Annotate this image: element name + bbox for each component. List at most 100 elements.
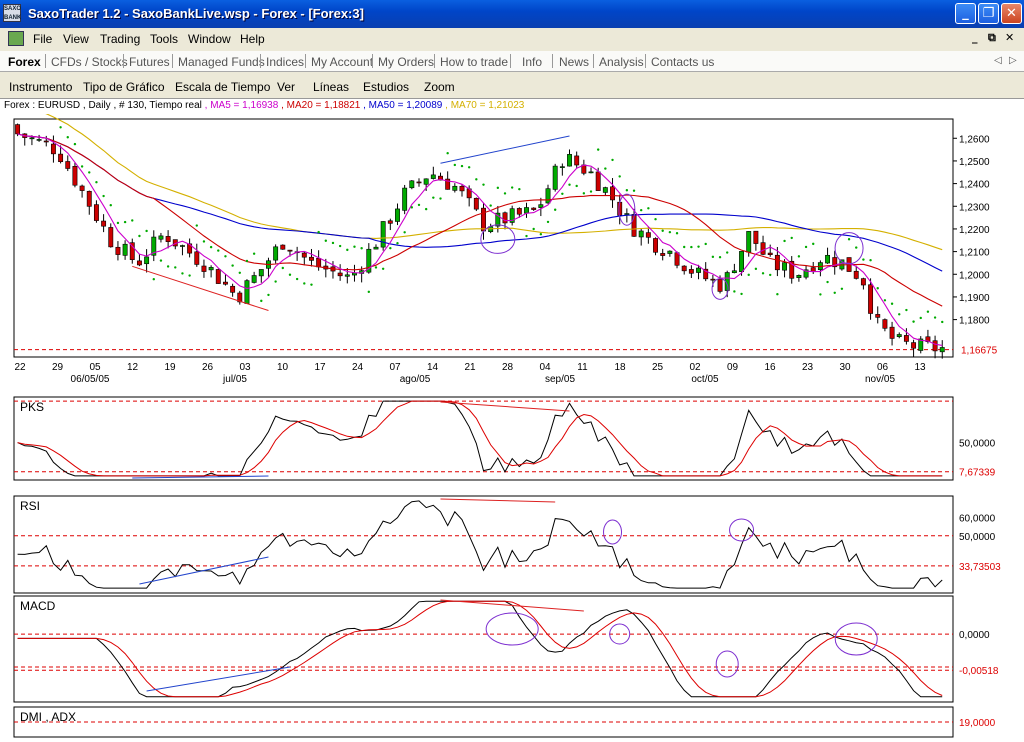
candle bbox=[495, 212, 501, 227]
pks-trendline-down bbox=[440, 401, 570, 412]
sar-dot bbox=[639, 208, 643, 212]
title-bar[interactable]: SAXO BANK SaxoTrader 1.2 - SaxoBankLive.w… bbox=[0, 0, 1024, 28]
candle bbox=[337, 272, 343, 277]
candle bbox=[108, 227, 114, 248]
sar-dot bbox=[769, 273, 772, 277]
last-price-label: 1,16675 bbox=[961, 346, 998, 357]
candle bbox=[452, 185, 458, 191]
x-month-label: nov/05 bbox=[865, 374, 895, 385]
candle bbox=[409, 180, 415, 189]
tab-news[interactable]: News bbox=[559, 55, 590, 69]
candle bbox=[158, 235, 164, 240]
x-month-label: oct/05 bbox=[691, 374, 719, 385]
candle bbox=[273, 246, 279, 261]
candle bbox=[832, 257, 838, 268]
x-month-label: sep/05 bbox=[545, 374, 575, 385]
indicator-annotation-circle bbox=[729, 518, 755, 542]
price-y-tick-label: 1,2500 bbox=[959, 157, 990, 168]
x-day-label: 12 bbox=[127, 362, 139, 373]
tab-futures[interactable]: Futures bbox=[129, 55, 170, 69]
sar-dot bbox=[331, 241, 335, 245]
ma70-line bbox=[45, 114, 943, 251]
sar-dot bbox=[926, 310, 930, 313]
tab-my-orders[interactable]: My Orders bbox=[378, 55, 435, 69]
toolbar-lineas[interactable]: Líneas bbox=[313, 80, 350, 94]
candle bbox=[387, 220, 393, 224]
candle bbox=[258, 269, 264, 277]
candle bbox=[93, 204, 99, 221]
tab-info[interactable]: Info bbox=[522, 55, 543, 69]
candle bbox=[79, 185, 85, 191]
candle bbox=[696, 267, 701, 273]
menu-trading[interactable]: Trading bbox=[100, 32, 141, 46]
sar-dot bbox=[582, 192, 586, 195]
tab-my-account[interactable]: My Account bbox=[311, 55, 374, 69]
sar-dot bbox=[654, 218, 657, 221]
menu-window[interactable]: Window bbox=[188, 32, 231, 46]
sar-dot bbox=[876, 287, 879, 290]
x-day-label: 18 bbox=[614, 362, 626, 373]
document-icon[interactable] bbox=[8, 31, 24, 46]
mdi-close-button[interactable]: ✕ bbox=[1005, 31, 1015, 44]
sar-dot bbox=[217, 249, 220, 252]
toolbar-estudios[interactable]: Estudios bbox=[363, 80, 410, 94]
tab-scroll-left-icon[interactable]: ◁ bbox=[994, 55, 1002, 66]
x-day-label: 29 bbox=[52, 362, 64, 373]
candle bbox=[122, 243, 128, 256]
candle bbox=[638, 230, 644, 238]
mdi-minimize-button[interactable]: _ bbox=[972, 31, 978, 44]
tab-contacts-us[interactable]: Contacts us bbox=[651, 55, 715, 69]
tab-scroll-right-icon[interactable]: ▷ bbox=[1009, 55, 1017, 66]
sar-dot bbox=[252, 252, 256, 255]
indicator-panel-rsi bbox=[13, 495, 954, 594]
sar-dot bbox=[109, 204, 112, 207]
candle bbox=[65, 161, 71, 169]
sar-dot bbox=[726, 251, 729, 254]
chart-window[interactable]: Forex : EURUSD , Daily , # 130, Tiempo r… bbox=[0, 98, 1024, 742]
sar-dot bbox=[260, 299, 263, 303]
price-y-tick-label: 1,2000 bbox=[959, 270, 990, 281]
maximize-button[interactable]: ❐ bbox=[978, 3, 999, 24]
tab-cfds-stocks[interactable]: CFDs / Stocks bbox=[51, 55, 128, 69]
tab-managed-funds[interactable]: Managed Funds bbox=[178, 55, 265, 69]
chart-toolbar: Instrumento Tipo de Gráfico Escala de Ti… bbox=[0, 76, 1024, 98]
candle bbox=[660, 253, 666, 256]
close-button[interactable]: ✕ bbox=[1001, 3, 1022, 24]
mdi-restore-button[interactable]: ⧉ bbox=[988, 31, 996, 44]
candle bbox=[215, 269, 221, 284]
tab-forex[interactable]: Forex bbox=[8, 55, 41, 69]
toolbar-ver[interactable]: Ver bbox=[277, 80, 296, 94]
tab-analysis[interactable]: Analysis bbox=[599, 55, 644, 69]
menu-tools[interactable]: Tools bbox=[150, 32, 179, 46]
sar-dot bbox=[618, 175, 621, 178]
sar-dot bbox=[245, 259, 249, 263]
sar-dot bbox=[209, 245, 213, 249]
sar-dot bbox=[460, 164, 464, 168]
toolbar-tipo-de-grafico[interactable]: Tipo de Gráfico bbox=[83, 80, 165, 94]
indicator-annotation-circle bbox=[609, 623, 631, 645]
chart-canvas[interactable]: 1,2600 1,2500 1,2400 1,2300 1,2200 1,2100 1,20… bbox=[0, 114, 1024, 741]
minimize-button[interactable]: _ bbox=[955, 3, 976, 24]
sar-dot bbox=[446, 152, 449, 155]
candle bbox=[918, 338, 924, 351]
toolbar-instrumento[interactable]: Instrumento bbox=[9, 80, 73, 94]
candle bbox=[538, 204, 544, 208]
price-trendline-down bbox=[132, 265, 269, 312]
candle bbox=[559, 166, 565, 168]
candle bbox=[903, 335, 909, 342]
indicator-panel-pks bbox=[13, 396, 954, 481]
sar-dot bbox=[503, 192, 507, 195]
indicator-annotation-circle bbox=[834, 622, 878, 656]
toolbar-escala-de-tiempo[interactable]: Escala de Tiempo bbox=[175, 80, 271, 94]
sar-dot bbox=[346, 248, 349, 252]
menu-file[interactable]: File bbox=[33, 32, 53, 46]
tab-how-to-trade[interactable]: How to trade bbox=[440, 55, 509, 69]
tab-indices[interactable]: Indices bbox=[266, 55, 305, 69]
rsi-trendline-down bbox=[440, 498, 556, 503]
candle bbox=[516, 208, 522, 215]
sar-dot bbox=[123, 220, 127, 224]
menu-help[interactable]: Help bbox=[240, 32, 265, 46]
sar-dot bbox=[403, 231, 406, 234]
menu-view[interactable]: View bbox=[63, 32, 89, 46]
toolbar-zoom[interactable]: Zoom bbox=[424, 80, 455, 94]
